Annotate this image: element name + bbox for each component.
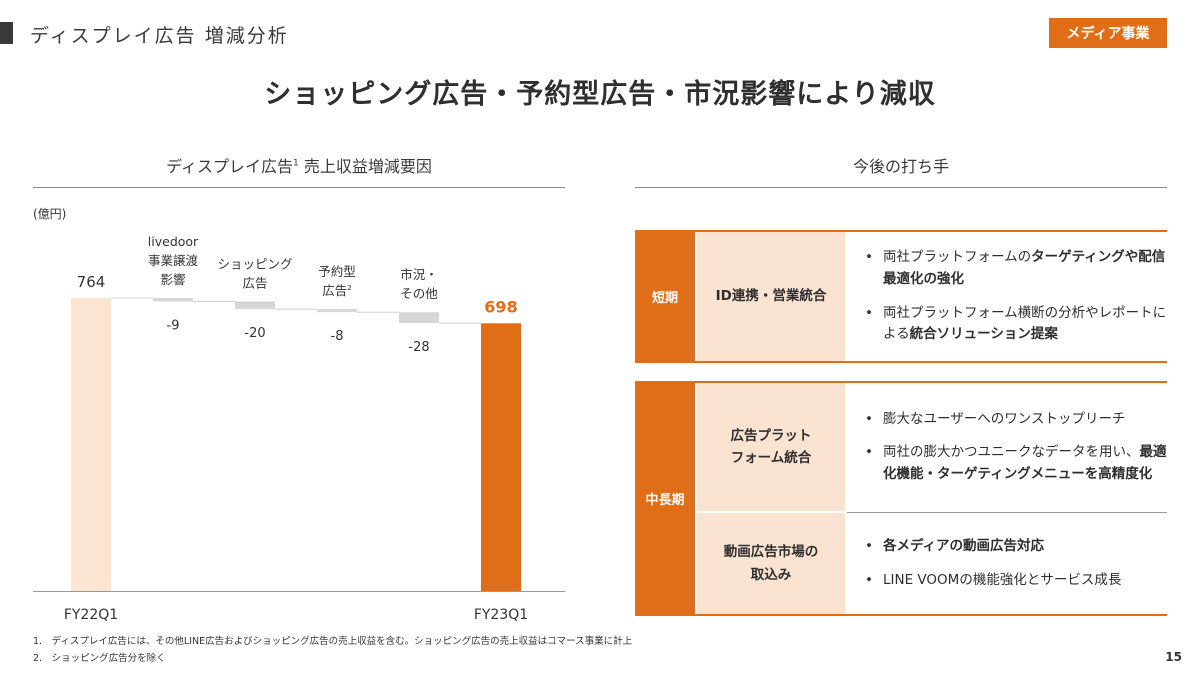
category-label: その他 [400,286,438,301]
bar-fy23q1 [481,323,521,591]
x-tick-label: FY22Q1 [64,607,118,622]
bullet-row-separator [847,512,1167,513]
footnotes: 1. ディスプレイ広告には、その他LINE広告およびショッピング広告の売上収益を… [33,634,632,667]
value-label-delta: -28 [408,340,429,355]
bullet-item: • 両社プラットフォームのターゲティングや配信最適化の強化 [865,249,1166,287]
platform-integration-topic: 広告プラット フォーム統合 [697,383,845,511]
category-label: 影響 [160,272,185,287]
video-ad-bullets: • 各メディアの動画広告対応 • LINE VOOMの機能強化とサービス成長 [847,513,1167,614]
bar-delta-4 [399,312,439,323]
bullet-item: • 膨大なユーザーへのワンストップリーチ [865,410,1126,427]
bullet-item: • 各メディアの動画広告対応 [865,537,1045,554]
value-label-delta: -20 [244,326,265,341]
chart-title: ディスプレイ広告1 売上収益増減要因 [33,153,565,177]
value-label-start: 764 [77,273,106,291]
short-term-topic: ID連携・営業統合 [697,232,845,361]
section-title: ディスプレイ広告 増減分析 [30,25,289,47]
chart-title-footnote-ref: 1 [293,158,299,169]
bar-fy22q1 [71,298,111,591]
footnote-2: 2. ショッピング広告分を除く [33,652,166,664]
bar-delta-2 [235,301,275,310]
measures-title-rule [635,187,1167,188]
chart-x-baseline [33,591,565,592]
short-term-block: 短期 ID連携・営業統合 • 両社プラットフォームのターゲティングや配信最適化の強… [635,230,1167,363]
footnote-1: 1. ディスプレイ広告には、その他LINE広告およびショッピング広告の売上収益を… [33,636,633,647]
video-ad-topic: 動画広告市場の 取込み [697,513,845,614]
chart-title-rest: 売上収益増減要因 [298,157,432,176]
chart-title-rule [33,187,565,188]
section-marker [0,22,13,44]
bullet-item: • 両社の膨大かつユニークなデータを用い、最適化機能・ターゲティングメニューを高精… [865,444,1167,482]
category-label: 市況・ [400,267,438,282]
mid-long-term-block: 中長期 広告プラット フォーム統合 • 膨大なユーザーへのワンストップリーチ • 両… [635,381,1167,616]
category-label: ショッピング [217,256,292,271]
segment-badge: メディア事業 [1049,18,1167,48]
bullet-item: • LINE VOOMの機能強化とサービス成長 [865,571,1122,588]
value-label-end: 698 [484,297,517,316]
value-label-delta: -9 [167,318,180,333]
bar-delta-1 [153,298,193,302]
measures-title: 今後の打ち手 [852,157,949,176]
bar-delta-3 [317,309,357,313]
value-label-delta: -8 [331,329,344,344]
page-number: 15 [1165,650,1182,664]
category-label: livedoor [148,234,199,249]
short-term-bullets: • 両社プラットフォームのターゲティングや配信最適化の強化 • 両社プラットフォーム… [847,232,1167,361]
chart-unit-label: (億円) [33,207,67,221]
page-headline: ショッピング広告・予約型広告・市況影響により減収 [264,79,936,110]
platform-integration-bullets: • 膨大なユーザーへのワンストップリーチ • 両社の膨大かつユニークなデータを用い、… [847,383,1167,511]
short-term-label: 短期 [635,232,695,361]
category-label: 広告2 [322,283,351,298]
category-label: 事業譲渡 [148,253,199,268]
mid-long-term-label: 中長期 [635,383,695,614]
bullet-item: • 両社プラットフォーム横断の分析やレポートによる統合ソリューション提案 [865,304,1167,343]
x-tick-label: FY23Q1 [474,607,528,622]
chart-title-main: ディスプレイ広告 [166,157,294,176]
category-label: 予約型 [318,264,356,279]
category-label: 広告 [242,275,267,290]
